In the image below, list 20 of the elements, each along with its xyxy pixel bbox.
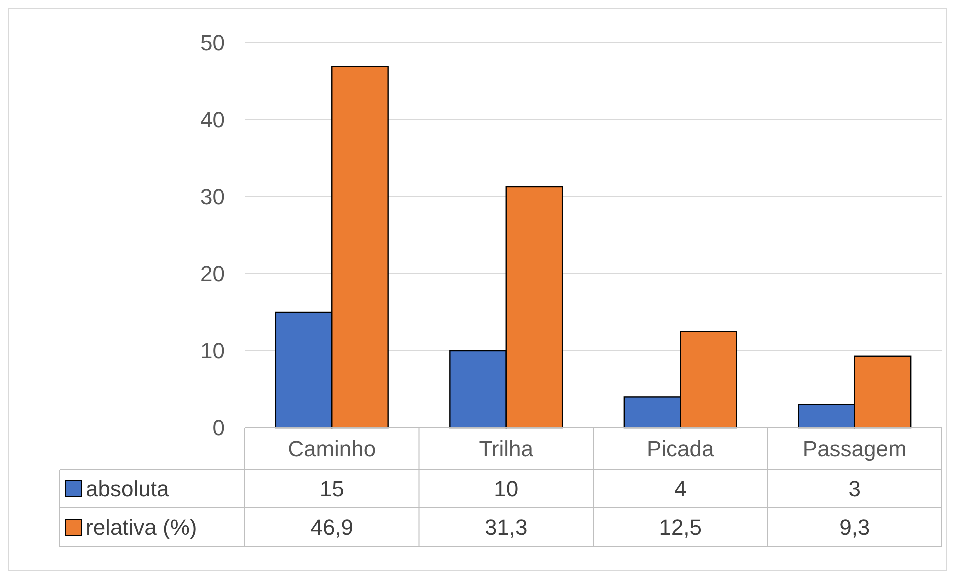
y-tick-label: 0	[212, 416, 225, 441]
data-label: 46,9	[310, 515, 354, 540]
legend-label: absoluta	[86, 476, 170, 502]
y-tick-label: 40	[200, 108, 225, 133]
x-tick-label: Picada	[646, 436, 716, 462]
y-tick-label: 30	[200, 184, 225, 210]
data-label: 31,3	[484, 515, 528, 540]
data-label: 10	[494, 476, 519, 502]
y-tick-label: 20	[200, 262, 225, 287]
data-label: 3	[848, 476, 861, 502]
legend-label: relativa (%)	[86, 515, 198, 540]
data-label: 15	[320, 476, 344, 502]
data-label: 4	[674, 476, 687, 502]
x-tick-label: Trilha	[479, 436, 534, 462]
x-tick-label: Passagem	[802, 436, 907, 462]
x-tick-label: Caminho	[288, 436, 376, 462]
y-tick-label: 10	[200, 338, 225, 364]
y-tick-label: 50	[200, 30, 225, 56]
data-label: 12,5	[659, 515, 702, 540]
data-label: 9,3	[840, 515, 870, 540]
